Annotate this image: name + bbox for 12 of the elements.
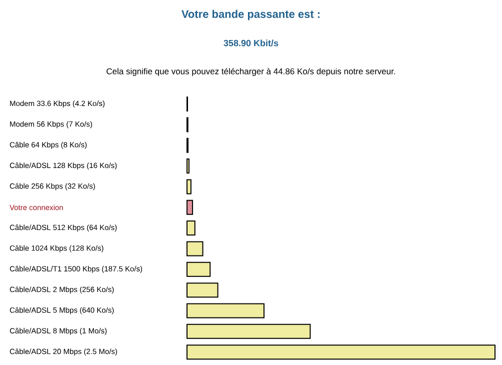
bar <box>186 241 204 256</box>
text: Cela signifie que vous pouvez télécharger à 44.86 Ko/s depuis notre serveur. <box>106 68 395 76</box>
bar <box>186 262 211 277</box>
bar <box>186 344 496 360</box>
bar <box>186 282 218 298</box>
chart-subtitle: 358.90 Kbit/s <box>224 40 278 46</box>
bar <box>186 220 196 236</box>
bar <box>186 200 194 215</box>
chart-title: Votre bande passante est : <box>182 10 320 20</box>
bar <box>186 324 311 339</box>
bar <box>186 179 192 194</box>
bar <box>186 303 265 318</box>
